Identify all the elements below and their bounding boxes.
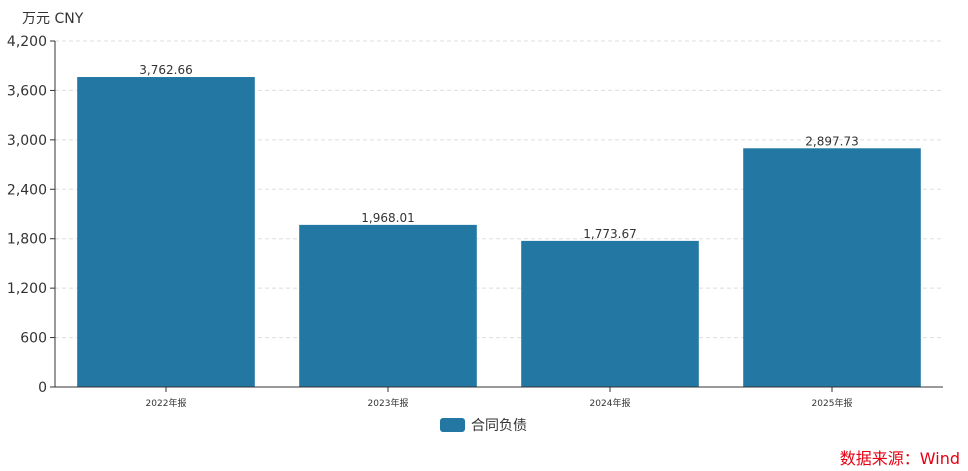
legend-swatch: [440, 418, 465, 432]
data-label: 3,762.66: [139, 63, 192, 77]
x-tick-label: 2022年报: [146, 397, 187, 409]
y-tick-label: 3,000: [7, 133, 47, 149]
y-tick-label: 3,600: [7, 83, 47, 99]
x-tick-label: 2025年报: [812, 397, 853, 409]
bar: [521, 240, 699, 387]
legend[interactable]: 合同负债: [440, 415, 527, 435]
y-tick-label: 2,400: [7, 182, 47, 198]
y-tick-label: 1,200: [7, 281, 47, 297]
data-label: 1,968.01: [361, 211, 414, 225]
y-tick-label: 4,200: [7, 34, 47, 50]
y-tick-label: 1,800: [7, 232, 47, 248]
legend-label: 合同负债: [471, 418, 527, 434]
bar: [77, 77, 255, 387]
y-tick-label: 600: [20, 331, 47, 347]
x-tick-label: 2024年报: [590, 397, 631, 409]
y-axis-unit: 万元 CNY: [22, 11, 84, 27]
x-tick-label: 2023年报: [368, 397, 409, 409]
bar: [743, 148, 921, 387]
bar: [299, 224, 477, 387]
y-tick-label: 0: [38, 380, 47, 396]
data-label: 1,773.67: [583, 227, 636, 241]
data-label: 2,897.73: [805, 134, 858, 148]
data-source: 数据来源：Wind: [839, 449, 960, 468]
